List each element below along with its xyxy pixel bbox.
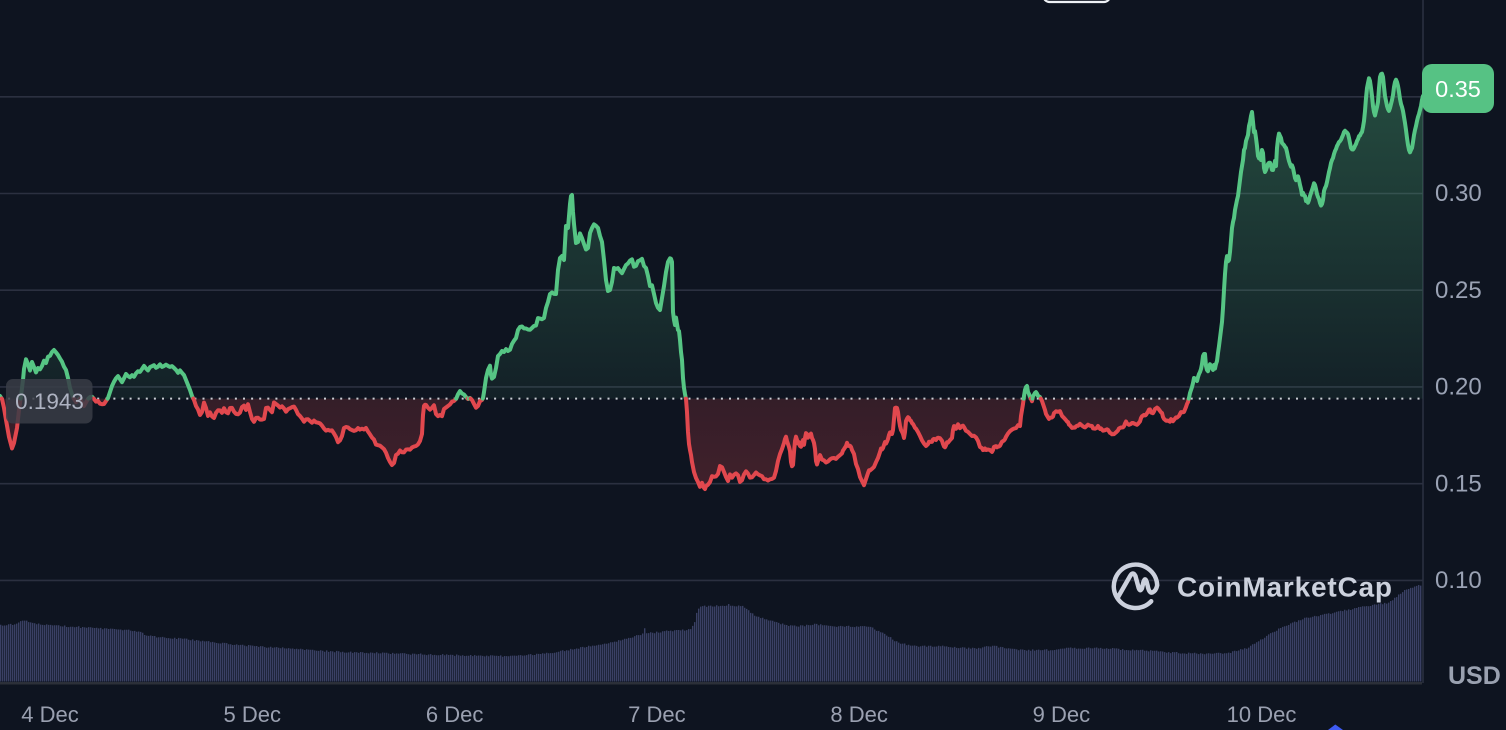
svg-text:0.10: 0.10 — [1435, 567, 1482, 594]
svg-text:0.15: 0.15 — [1435, 470, 1482, 497]
svg-text:0.35: 0.35 — [1435, 76, 1481, 102]
svg-text:0.1943: 0.1943 — [15, 389, 84, 414]
svg-text:6 Dec: 6 Dec — [426, 702, 483, 727]
svg-text:8 Dec: 8 Dec — [830, 702, 887, 727]
svg-text:0.25: 0.25 — [1435, 277, 1482, 304]
svg-text:9 Dec: 9 Dec — [1033, 702, 1090, 727]
svg-text:5 Dec: 5 Dec — [224, 702, 281, 727]
svg-text:CoinMarketCap: CoinMarketCap — [1177, 572, 1392, 603]
svg-text:0.20: 0.20 — [1435, 374, 1482, 401]
svg-text:0.30: 0.30 — [1435, 180, 1482, 207]
svg-text:USD: USD — [1448, 662, 1501, 690]
svg-text:10 Dec: 10 Dec — [1227, 702, 1297, 727]
svg-text:7 Dec: 7 Dec — [628, 702, 685, 727]
svg-text:4 Dec: 4 Dec — [21, 702, 78, 727]
